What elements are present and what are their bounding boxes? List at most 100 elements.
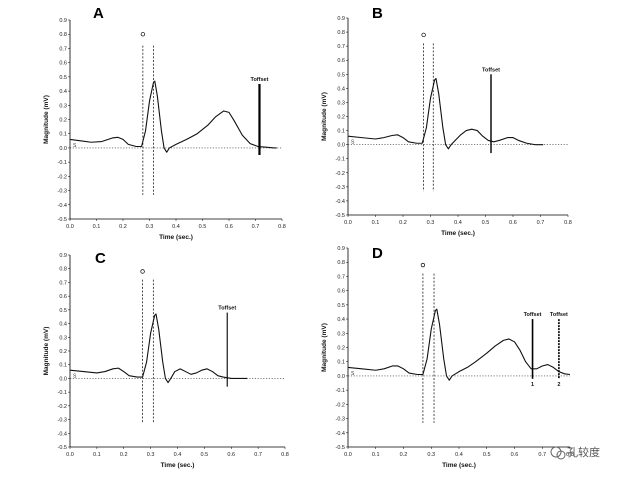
y-tick-label: -0.3 (336, 417, 345, 423)
panel-b: B 0.9 0.8 0.7 0.6 0.5 0.4 0.3 0.2 0.1 0.0 -0.1 -0.2 -… (321, 5, 572, 237)
y-tick-label: -0.1 (336, 388, 345, 394)
y-tick-label: 0.4 (337, 86, 345, 92)
toffset-label: Toffset (550, 312, 568, 318)
y-tick-label: 0.8 (337, 260, 345, 266)
y-tick-label: 0.8 (337, 30, 345, 36)
y-tick-label: 0.3 (59, 103, 67, 109)
q-marker-circle (421, 32, 426, 38)
baseline-label: S (73, 143, 77, 149)
y-axis-label: Magnitude (mV) (43, 95, 50, 144)
y-tick-label: 0.8 (59, 267, 67, 273)
y-tick-label: 0.2 (337, 115, 345, 121)
y-tick-label: 0.9 (59, 18, 67, 24)
x-tick-label: 0.4 (455, 452, 463, 458)
y-tick-label: 0.9 (337, 246, 345, 252)
y-axis-label: Magnitude (mV) (321, 92, 328, 141)
x-axis-label: Time (sec.) (159, 234, 193, 241)
panel-letter: D (372, 245, 383, 262)
y-tick-label: 0.0 (59, 376, 67, 382)
x-tick-label: 0.2 (399, 220, 407, 226)
x-tick-label: 0.7 (537, 220, 545, 226)
y-tick-label: 0.7 (337, 44, 345, 50)
x-tick-label: 0.5 (201, 452, 209, 458)
toffset-label: Toffset (218, 306, 236, 312)
y-tick-label: 0.1 (59, 132, 67, 138)
baseline-label: S (351, 140, 355, 146)
x-tick-label: 0.1 (372, 452, 380, 458)
x-axis-label: Time (sec.) (442, 462, 476, 469)
y-tick-label: 0.5 (59, 75, 67, 81)
x-tick-label: 0.5 (199, 224, 207, 230)
y-tick-label: -0.4 (58, 431, 67, 437)
y-tick-label: 0.7 (337, 274, 345, 280)
x-tick-label: 0.8 (278, 224, 286, 230)
y-tick-label: 0.4 (337, 317, 345, 323)
y-tick-label: 0.1 (59, 363, 67, 369)
y-tick-label: 0.5 (337, 72, 345, 78)
y-tick-label: -0.1 (336, 157, 345, 163)
y-tick-label: -0.1 (58, 390, 67, 396)
panel-a: A 0.9 0.8 0.7 0.6 0.5 0.4 0.3 0.2 0.1 0.0 -0.1 -0.2 -… (43, 5, 286, 241)
x-tick-label: 0.6 (227, 452, 235, 458)
y-tick-label: 0.0 (337, 143, 345, 149)
x-tick-label: 0.7 (254, 452, 262, 458)
x-tick-label: 0.6 (509, 220, 517, 226)
x-tick-label: 0.3 (427, 220, 435, 226)
y-tick-label: -0.5 (58, 445, 67, 451)
x-tick-label: 0.3 (146, 224, 154, 230)
y-tick-label: 0.1 (337, 129, 345, 135)
y-tick-label: 0.9 (59, 253, 67, 259)
x-tick-label: 0.8 (281, 452, 289, 458)
y-axis-label: Magnitude (mV) (43, 327, 50, 376)
y-tick-label: -0.2 (336, 171, 345, 177)
panel-letter: B (372, 5, 383, 22)
y-tick-label: -0.5 (336, 213, 345, 219)
x-tick-label: 0.1 (372, 220, 380, 226)
y-tick-label: 0.0 (59, 146, 67, 152)
y-tick-label: -0.3 (336, 185, 345, 191)
y-tick-label: 0.7 (59, 280, 67, 286)
y-tick-label: 0.1 (337, 360, 345, 366)
x-tick-label: 0.0 (66, 452, 74, 458)
panel-letter: C (95, 250, 106, 267)
y-tick-label: 0.9 (337, 16, 345, 22)
y-tick-label: 0.4 (59, 89, 67, 95)
q-marker-circle (140, 32, 146, 37)
x-tick-label: 0.2 (400, 452, 408, 458)
ecg-waveform-line (347, 77, 544, 150)
x-tick-label: 0.0 (344, 220, 352, 226)
toffset-label: Toffset (524, 312, 542, 318)
baseline-label: S (351, 371, 355, 377)
x-tick-label: 0.7 (538, 452, 546, 458)
y-tick-label: 0.4 (59, 322, 67, 328)
x-tick-label: 0.5 (483, 452, 491, 458)
y-tick-label: 0.2 (59, 349, 67, 355)
y-tick-label: 0.6 (59, 294, 67, 300)
toffset-number: 1 (531, 382, 534, 388)
y-tick-label: -0.5 (336, 445, 345, 451)
y-tick-label: 0.7 (59, 46, 67, 52)
x-tick-label: 0.1 (93, 452, 101, 458)
wechat-icon-bubble (556, 450, 566, 460)
x-tick-label: 0.3 (427, 452, 435, 458)
toffset-label: Toffset (482, 67, 500, 73)
x-tick-label: 0.4 (174, 452, 182, 458)
x-tick-label: 0.0 (344, 452, 352, 458)
ecg-waveform-line (69, 313, 248, 384)
x-tick-label: 0.2 (119, 224, 127, 230)
y-tick-label: 0.3 (59, 335, 67, 341)
wechat-icon (550, 446, 562, 458)
q-marker-circle (420, 262, 426, 268)
x-tick-label: 0.1 (93, 224, 101, 230)
x-axis-label: Time (sec.) (441, 230, 475, 237)
y-tick-label: 0.5 (59, 308, 67, 314)
watermark: 孔较度 (550, 445, 600, 460)
y-tick-label: 0.6 (59, 61, 67, 67)
x-tick-label: 0.7 (252, 224, 260, 230)
y-tick-label: -0.2 (58, 404, 67, 410)
y-tick-label: 0.8 (59, 32, 67, 38)
ecg-waveform-line (347, 308, 571, 381)
x-tick-label: 0.4 (454, 220, 462, 226)
panel-c: C 0.9 0.8 0.7 0.6 0.5 0.4 0.3 0.2 0.1 0.0 -0.1 -0.2 -… (43, 250, 289, 469)
